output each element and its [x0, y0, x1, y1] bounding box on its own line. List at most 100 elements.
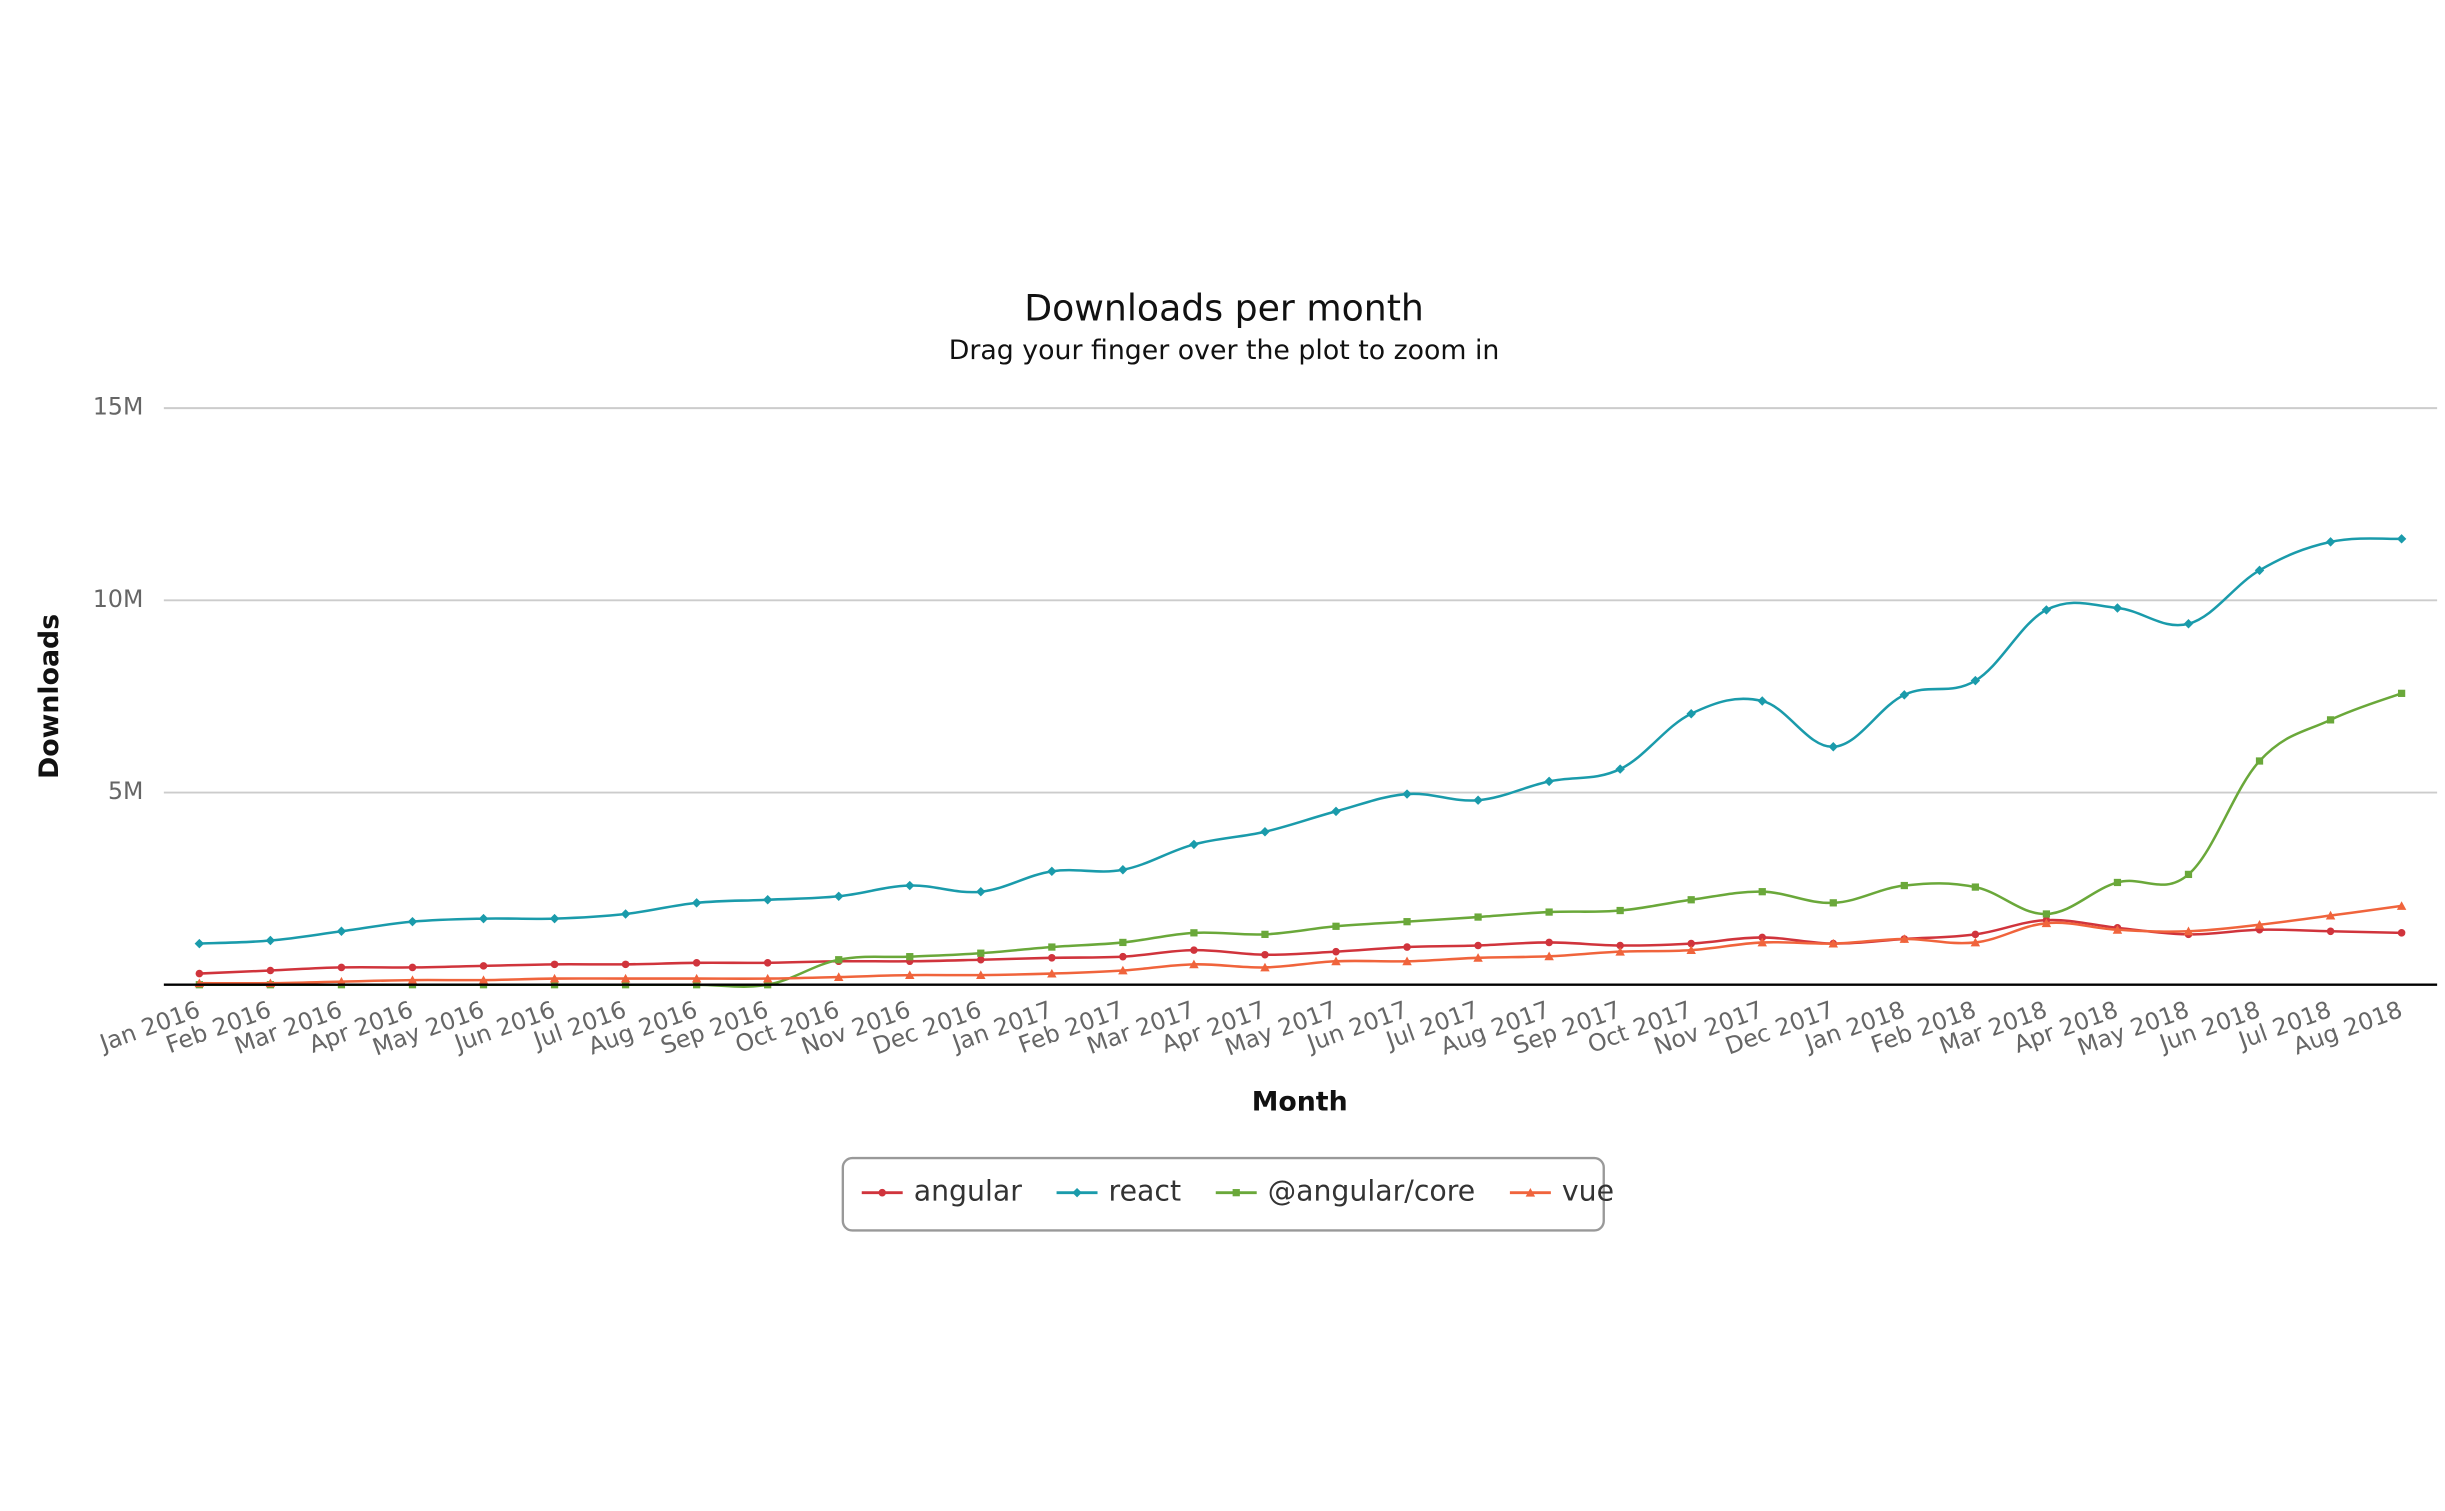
- plot-area: [194, 534, 2407, 989]
- marker: [2112, 603, 2123, 613]
- marker: [195, 969, 204, 978]
- legend-label: @angular/core: [1268, 1175, 1475, 1208]
- marker: [2326, 716, 2335, 724]
- legend-item: vue: [1509, 1175, 1614, 1208]
- marker: [977, 949, 985, 957]
- y-tick-label: 5M: [108, 777, 143, 805]
- marker: [1402, 956, 1412, 966]
- marker: [1758, 933, 1767, 942]
- marker: [1118, 865, 1128, 875]
- marker: [549, 973, 560, 983]
- marker: [1403, 918, 1411, 926]
- marker: [1544, 951, 1554, 961]
- marker: [1686, 945, 1696, 955]
- marker: [337, 963, 346, 972]
- marker: [1758, 888, 1766, 896]
- marker: [1828, 938, 1839, 948]
- marker: [1260, 827, 1270, 837]
- marker: [1190, 929, 1198, 937]
- marker: [1332, 922, 1340, 930]
- marker: [1615, 946, 1625, 956]
- marker: [1047, 968, 1057, 978]
- marker: [2396, 534, 2407, 544]
- marker: [762, 973, 773, 983]
- marker: [1473, 795, 1483, 805]
- legend-label: angular: [914, 1175, 1023, 1208]
- marker: [1047, 866, 1057, 877]
- marker: [2041, 918, 2052, 928]
- marker: [2255, 757, 2264, 765]
- marker: [1687, 896, 1695, 904]
- marker: [762, 895, 773, 905]
- marker: [2183, 619, 2194, 629]
- marker: [1971, 883, 1979, 891]
- y-tick-label: 10M: [93, 585, 143, 613]
- marker: [2326, 927, 2335, 936]
- marker: [833, 891, 844, 902]
- marker: [2183, 926, 2194, 936]
- marker: [550, 960, 559, 969]
- legend-label: react: [1109, 1175, 1182, 1208]
- marker: [1119, 952, 1127, 961]
- marker: [1686, 708, 1696, 719]
- marker: [621, 960, 630, 969]
- marker: [1525, 1187, 1536, 1197]
- marker: [1615, 764, 1625, 774]
- marker: [692, 959, 701, 967]
- marker: [2325, 910, 2336, 920]
- marker: [336, 976, 347, 986]
- marker: [1119, 938, 1127, 947]
- marker: [407, 916, 418, 927]
- y-tick-label: 15M: [93, 393, 143, 421]
- marker: [194, 938, 205, 949]
- x-axis-title: Month: [1252, 1086, 1348, 1117]
- marker: [1971, 930, 1980, 939]
- marker: [1048, 943, 1056, 951]
- marker: [977, 955, 985, 964]
- marker: [1473, 953, 1483, 962]
- marker: [1544, 776, 1554, 787]
- marker: [1616, 906, 1624, 915]
- legend-item: @angular/core: [1215, 1175, 1475, 1208]
- marker: [691, 973, 702, 983]
- marker: [1899, 934, 1910, 943]
- marker: [905, 970, 915, 980]
- marker: [2397, 689, 2406, 697]
- marker: [1829, 899, 1837, 907]
- marker: [1616, 941, 1624, 950]
- marker: [1402, 789, 1412, 799]
- marker: [2041, 605, 2052, 615]
- marker: [1189, 839, 1199, 850]
- marker: [265, 935, 276, 946]
- marker: [1545, 908, 1553, 916]
- marker: [620, 973, 631, 983]
- marker: [763, 959, 772, 967]
- marker: [1474, 913, 1482, 921]
- marker: [1403, 943, 1411, 951]
- marker: [1118, 965, 1128, 975]
- marker: [1970, 675, 1981, 686]
- marker: [691, 898, 702, 908]
- marker: [407, 975, 418, 985]
- legend-label: vue: [1562, 1175, 1614, 1208]
- series-line: [199, 904, 2402, 985]
- chart-title: Downloads per month: [1024, 286, 1424, 329]
- marker: [906, 953, 914, 961]
- marker: [2254, 920, 2265, 929]
- marker: [1545, 938, 1553, 947]
- marker: [1757, 937, 1767, 947]
- y-axis-title: Downloads: [34, 614, 65, 779]
- marker: [2396, 901, 2407, 910]
- marker: [1757, 696, 1767, 706]
- marker: [1828, 742, 1839, 752]
- marker: [549, 913, 560, 924]
- marker: [336, 926, 347, 937]
- marker: [1189, 959, 1199, 969]
- marker: [1331, 806, 1341, 817]
- marker: [2325, 537, 2336, 547]
- marker: [1261, 950, 1269, 959]
- marker: [408, 963, 417, 972]
- marker: [1900, 881, 1908, 890]
- marker: [1232, 1189, 1240, 1197]
